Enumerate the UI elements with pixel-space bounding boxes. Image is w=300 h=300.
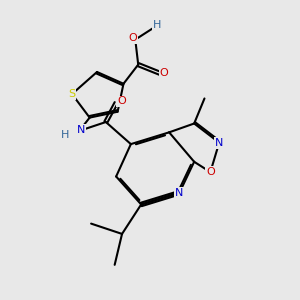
Text: N: N	[175, 188, 184, 198]
Text: O: O	[128, 33, 137, 43]
Text: N: N	[76, 125, 85, 135]
Text: H: H	[153, 20, 161, 30]
Text: N: N	[215, 138, 224, 148]
Text: H: H	[60, 130, 69, 140]
Text: O: O	[117, 96, 126, 106]
Text: O: O	[160, 68, 168, 78]
Text: S: S	[68, 89, 76, 99]
Text: O: O	[206, 167, 215, 177]
